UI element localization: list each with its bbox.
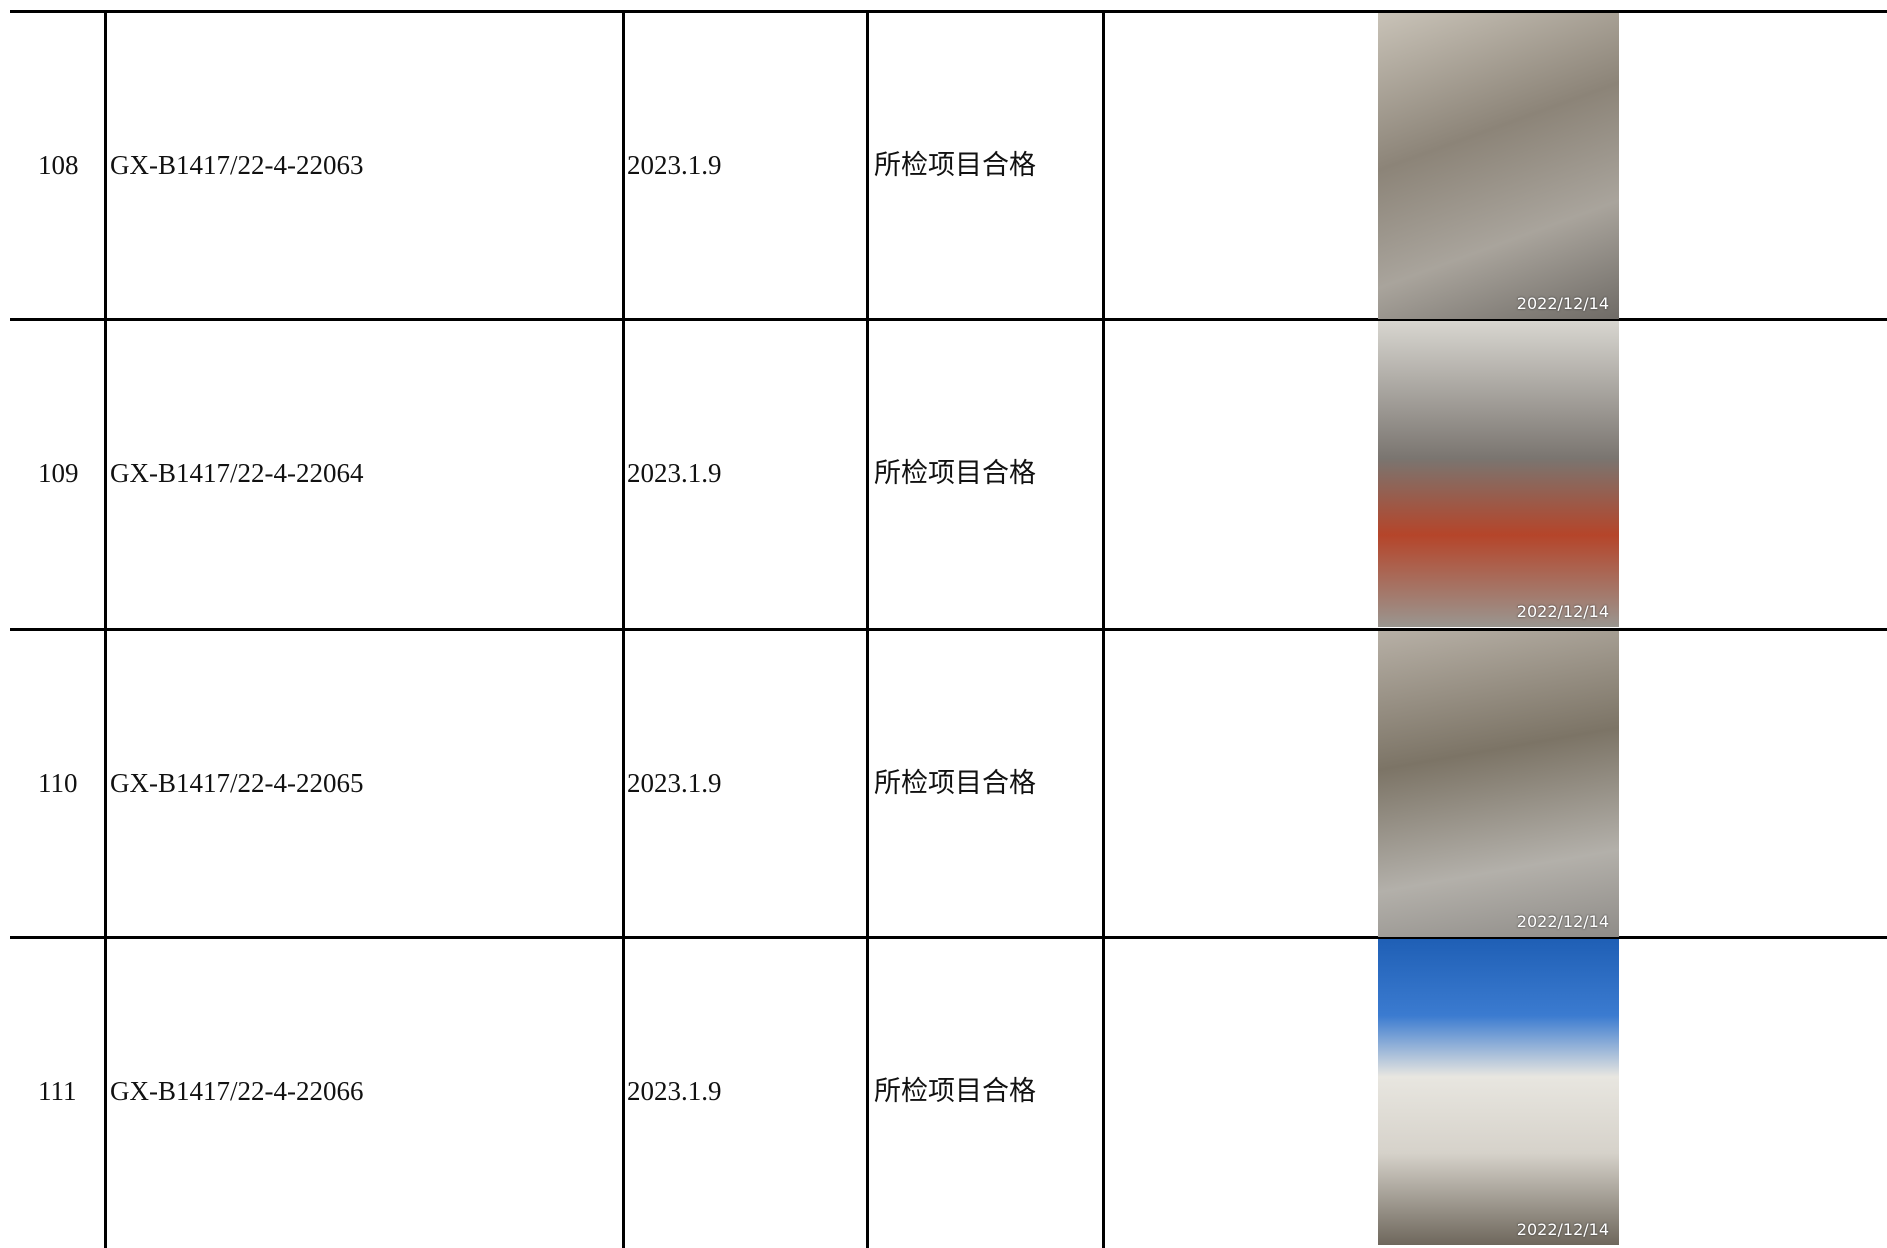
- column-border: [622, 10, 625, 1248]
- row-border: [10, 10, 1887, 13]
- report-code: GX-B1417/22-4-22063: [110, 149, 364, 180]
- result: 所检项目合格: [874, 767, 1036, 798]
- photo-date: 2022/12/14: [1516, 912, 1609, 931]
- test-date: 2023.1.9: [627, 767, 722, 798]
- row-number: 109: [38, 457, 79, 488]
- column-border: [1102, 10, 1105, 1248]
- test-date: 2023.1.9: [627, 1075, 722, 1106]
- photo-date: 2022/12/14: [1516, 294, 1609, 313]
- row-border: [10, 318, 1887, 321]
- result: 所检项目合格: [874, 1075, 1036, 1106]
- result: 所检项目合格: [874, 149, 1036, 180]
- report-code: GX-B1417/22-4-22066: [110, 1075, 364, 1106]
- column-border: [104, 10, 107, 1248]
- test-date: 2023.1.9: [627, 457, 722, 488]
- row-border: [10, 936, 1887, 939]
- photo-date: 2022/12/14: [1516, 1220, 1609, 1239]
- report-code: GX-B1417/22-4-22064: [110, 457, 364, 488]
- result: 所检项目合格: [874, 457, 1036, 488]
- row-number: 108: [38, 149, 79, 180]
- row-number: 111: [38, 1075, 77, 1106]
- photo: 2022/12/14: [1378, 939, 1619, 1245]
- photo: 2022/12/14: [1378, 631, 1619, 937]
- photo-date: 2022/12/14: [1516, 602, 1609, 621]
- test-date: 2023.1.9: [627, 149, 722, 180]
- column-border: [866, 10, 869, 1248]
- row-border: [10, 628, 1887, 631]
- report-code: GX-B1417/22-4-22065: [110, 767, 364, 798]
- row-number: 110: [38, 767, 78, 798]
- photo: 2022/12/14: [1378, 321, 1619, 627]
- photo: 2022/12/14: [1378, 13, 1619, 319]
